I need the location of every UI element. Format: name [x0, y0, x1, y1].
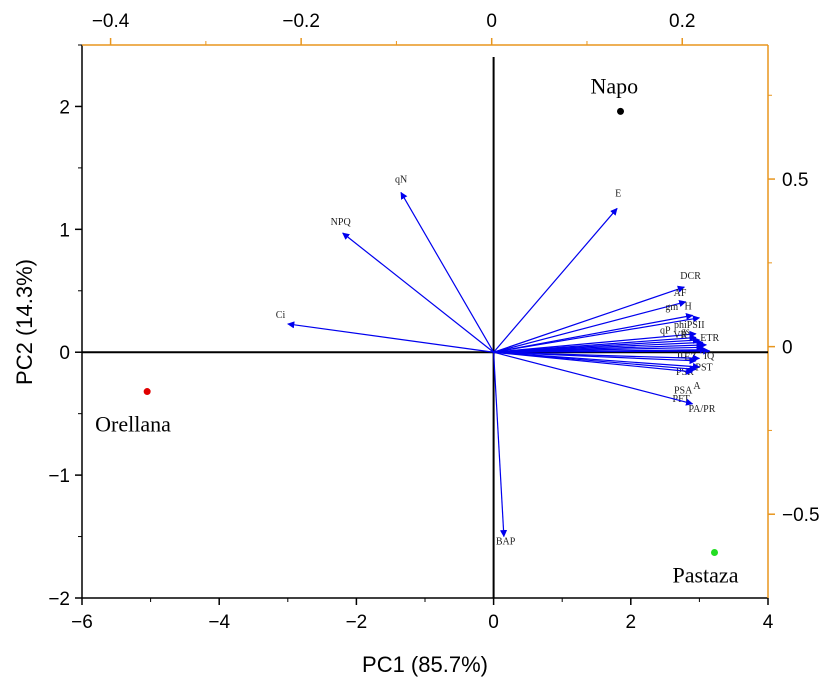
loading-arrow-e	[493, 207, 618, 353]
loading-arrow-a	[493, 351, 701, 371]
loading-arrow-pft	[493, 351, 694, 375]
loading-arrow-af	[493, 299, 687, 353]
loading-arrow-gm	[493, 315, 701, 353]
right-tick-label: 0.5	[782, 170, 808, 191]
score-label: Orellana	[95, 412, 171, 437]
loading-label: IQ	[704, 351, 715, 362]
loading-label: NPQ	[331, 217, 352, 228]
loading-label: PA/PR	[689, 404, 716, 415]
loading-label: E	[615, 188, 621, 199]
loading-label: phiPSII	[674, 320, 705, 331]
loading-arrow-phipsii	[493, 330, 697, 353]
loading-label: ETR	[700, 333, 719, 344]
score-point-orellana	[143, 388, 151, 396]
y-tick-label: 2	[59, 97, 70, 118]
x-axis-title: PC1 (85.7%)	[362, 652, 488, 677]
top-tick-label: −0.2	[282, 11, 320, 32]
loading-label: gs	[681, 326, 690, 337]
score-point-napo	[617, 107, 625, 115]
loading-arrow-qn	[400, 191, 495, 353]
x-tick-label: −4	[208, 612, 230, 633]
x-tick-label: 2	[626, 612, 637, 633]
loading-label: IL	[677, 349, 686, 360]
x-tick-label: 0	[488, 612, 499, 633]
loading-label: qN	[395, 174, 407, 185]
top-tick-label: 0.2	[669, 11, 695, 32]
loading-label: PSA	[674, 385, 693, 396]
loading-label: qP	[660, 325, 671, 336]
loading-label: DCR	[680, 271, 701, 282]
loading-arrow-pst	[493, 351, 701, 362]
x-tick-label: −2	[346, 612, 368, 633]
loading-label: A	[693, 381, 701, 392]
y-tick-label: 0	[59, 343, 70, 364]
y-tick-label: −2	[48, 589, 70, 610]
loading-label: BAP	[496, 537, 516, 548]
loading-arrow-ci	[287, 321, 494, 353]
loading-arrow-iq	[493, 347, 711, 355]
x-tick-label: −6	[71, 612, 93, 633]
loading-arrow-pa-pr	[493, 351, 694, 406]
score-point-pastaza	[710, 549, 718, 557]
x-tick-label: 4	[763, 612, 774, 633]
loading-label: VR	[673, 330, 687, 341]
y-tick-label: 1	[59, 220, 70, 241]
y-axis-title: PC2 (14.3%)	[12, 259, 37, 385]
score-label: Napo	[591, 73, 639, 98]
loading-label: AF	[674, 288, 687, 299]
y-tick-label: −1	[48, 466, 70, 487]
loading-label: PFT	[673, 394, 690, 405]
top-tick-label: −0.4	[92, 11, 130, 32]
loading-arrow-bap	[493, 352, 508, 538]
top-tick-label: 0	[486, 11, 497, 32]
right-tick-label: 0	[782, 338, 793, 359]
loading-label: H	[685, 301, 692, 312]
ticks-layer: −6 −4 −2 0 2 4 −2 −1 0 1 2 −0.4 −0.2 0 0.2 −0.5 0 0.5	[48, 11, 819, 633]
loading-label: PSR	[676, 367, 694, 378]
score-label: Pastaza	[672, 563, 738, 588]
loading-arrow-dcr	[493, 285, 685, 353]
loading-label: gm	[665, 302, 678, 313]
loading-label: PST	[695, 362, 712, 373]
points-layer: Napo Orellana Pastaza	[95, 73, 739, 587]
right-tick-label: −0.5	[782, 505, 820, 526]
loading-arrow-npq	[342, 232, 494, 353]
loading-label: Ci	[276, 310, 286, 321]
